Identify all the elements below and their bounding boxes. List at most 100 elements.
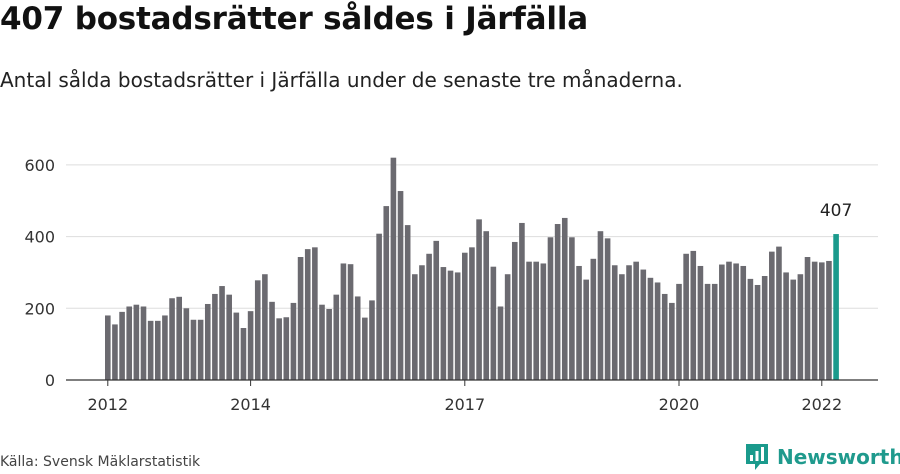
- bar: [319, 304, 325, 380]
- bar: [383, 206, 390, 380]
- bar: [347, 264, 354, 380]
- bar: [133, 304, 140, 380]
- bar: [669, 302, 675, 380]
- page-subtitle: Antal sålda bostadsrätter i Järfälla und…: [0, 68, 683, 92]
- brand-name: Newsworthy: [777, 445, 900, 469]
- bar: [219, 286, 225, 380]
- bar: [647, 277, 654, 380]
- x-tick-label: 2020: [659, 395, 700, 414]
- bar: [497, 306, 504, 380]
- x-tick-label: 2012: [87, 395, 128, 414]
- bar: [147, 320, 154, 380]
- bar: [176, 296, 182, 380]
- bar-chart: 0 200 400 600 2012 2014 2017 2020 2022 407: [24, 156, 878, 414]
- bar: [340, 263, 347, 380]
- bar: [119, 311, 125, 380]
- bar: [776, 246, 782, 380]
- page-title: 407 bostadsrätter såldes i Järfälla: [0, 1, 588, 37]
- bar: [312, 247, 318, 380]
- bar: [719, 264, 725, 380]
- bar: [569, 237, 575, 380]
- bar: [262, 274, 268, 380]
- bar: [554, 224, 561, 380]
- bar: [397, 191, 404, 380]
- bar: [276, 318, 282, 380]
- bar: [690, 250, 697, 380]
- bar: [619, 274, 625, 380]
- bar: [711, 283, 718, 380]
- bar: [597, 231, 604, 380]
- bar: [640, 269, 647, 380]
- bar: [476, 219, 482, 380]
- bar: [761, 276, 768, 380]
- bar: [804, 257, 811, 380]
- bar: [583, 279, 589, 380]
- bar: [433, 240, 440, 380]
- bar: [462, 252, 468, 380]
- bar: [826, 260, 832, 380]
- bar: [240, 328, 247, 380]
- bar: [626, 265, 632, 380]
- bar: [454, 272, 461, 380]
- bar: [733, 263, 739, 380]
- bar: [290, 302, 297, 380]
- x-tick-label: 2022: [801, 395, 842, 414]
- bar: [154, 320, 161, 380]
- bar: [704, 283, 711, 380]
- bar: [283, 317, 290, 380]
- bar: [676, 283, 682, 380]
- bar: [654, 282, 661, 380]
- bar: [783, 272, 789, 380]
- bar: [726, 261, 732, 380]
- source-note: Källa: Svensk Mäklarstatistik: [0, 454, 201, 470]
- y-tick-label: 400: [24, 228, 55, 247]
- bar: [404, 225, 411, 380]
- bar: [269, 301, 275, 380]
- bar: [326, 309, 332, 380]
- newsworthy-logo-icon: [746, 444, 768, 470]
- value-annotation: 407: [820, 201, 852, 221]
- y-tick-label: 0: [45, 371, 55, 390]
- bar: [511, 241, 518, 380]
- bar: [419, 265, 425, 380]
- bar: [790, 279, 797, 380]
- bar: [233, 312, 240, 380]
- bar: [590, 258, 597, 380]
- brand-logo: Newsworthy: [744, 442, 900, 472]
- bar: [190, 319, 197, 380]
- bar: [112, 324, 118, 380]
- bar: [369, 300, 375, 380]
- bar: [297, 257, 304, 380]
- bar: [797, 274, 804, 380]
- bar: [426, 253, 432, 380]
- bar: [747, 278, 754, 380]
- bar: [547, 237, 554, 380]
- bar: [390, 157, 397, 380]
- bar: [611, 265, 618, 380]
- bar: [440, 267, 447, 380]
- bar: [204, 303, 211, 380]
- bar: [519, 222, 525, 380]
- bar: [333, 294, 340, 380]
- bar: [533, 261, 539, 380]
- bar: [105, 315, 111, 380]
- x-tick-label: 2014: [230, 395, 271, 414]
- bar: [769, 251, 775, 380]
- bar: [561, 217, 568, 380]
- bar: [683, 253, 689, 380]
- bar: [376, 233, 382, 380]
- bar: [819, 262, 825, 380]
- bar: [247, 311, 254, 380]
- bar: [162, 315, 168, 380]
- bar: [183, 308, 190, 380]
- bar: [254, 280, 261, 380]
- bar: [483, 231, 490, 380]
- bar: [212, 293, 218, 380]
- bar: [126, 306, 133, 380]
- bar-highlight: [833, 234, 839, 380]
- bar: [469, 247, 475, 380]
- bar: [754, 284, 761, 380]
- bar: [697, 265, 704, 380]
- y-tick-label: 200: [24, 299, 55, 318]
- bar: [226, 294, 232, 380]
